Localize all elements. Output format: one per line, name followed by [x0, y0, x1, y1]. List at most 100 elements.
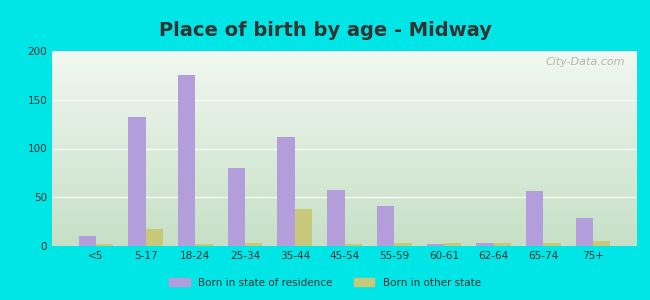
Bar — [52, 115, 637, 116]
Bar — [52, 230, 637, 231]
Bar — [52, 120, 637, 121]
Bar — [493, 243, 511, 246]
Bar — [52, 205, 637, 206]
Bar — [52, 197, 637, 198]
Bar — [52, 75, 637, 76]
Bar — [52, 159, 637, 160]
Bar — [52, 74, 637, 75]
Bar — [52, 148, 637, 149]
Bar — [52, 95, 637, 96]
Bar — [52, 101, 637, 102]
Bar — [52, 140, 637, 141]
Bar — [52, 139, 637, 140]
Bar — [79, 236, 96, 246]
Bar — [52, 91, 637, 92]
Bar — [52, 153, 637, 154]
Bar — [52, 241, 637, 242]
Bar — [52, 226, 637, 227]
Bar — [52, 146, 637, 148]
Bar — [52, 99, 637, 100]
Bar — [52, 59, 637, 60]
Bar — [52, 79, 637, 80]
Bar — [52, 112, 637, 113]
Bar — [52, 55, 637, 56]
Bar — [52, 51, 637, 52]
Bar — [52, 171, 637, 172]
Bar — [52, 168, 637, 169]
Bar — [444, 243, 462, 246]
Bar — [52, 138, 637, 139]
Bar — [52, 224, 637, 226]
Bar — [52, 87, 637, 88]
Bar — [52, 211, 637, 212]
Bar — [576, 218, 593, 246]
Bar — [52, 221, 637, 222]
Bar — [52, 71, 637, 72]
Bar — [52, 106, 637, 107]
Bar — [52, 149, 637, 150]
Bar — [52, 81, 637, 82]
Bar — [52, 135, 637, 136]
Bar — [295, 209, 312, 246]
Bar — [52, 84, 637, 85]
Bar — [52, 172, 637, 173]
Bar — [52, 165, 637, 166]
Bar — [52, 238, 637, 239]
Bar — [52, 134, 637, 135]
Bar — [52, 243, 637, 244]
Bar — [52, 136, 637, 137]
Bar — [52, 190, 637, 191]
Bar — [52, 80, 637, 81]
Bar — [52, 231, 637, 232]
Bar — [52, 82, 637, 83]
Bar — [52, 63, 637, 64]
Bar — [52, 214, 637, 215]
Bar — [52, 96, 637, 97]
Bar — [52, 121, 637, 122]
Bar — [96, 244, 113, 246]
Bar — [52, 100, 637, 101]
Legend: Born in state of residence, Born in other state: Born in state of residence, Born in othe… — [165, 274, 485, 292]
Bar — [227, 168, 245, 246]
Bar — [52, 127, 637, 128]
Bar — [52, 85, 637, 86]
Bar — [52, 229, 637, 230]
Bar — [52, 182, 637, 183]
Bar — [52, 72, 637, 74]
Bar — [52, 126, 637, 127]
Bar — [52, 62, 637, 63]
Bar — [52, 180, 637, 181]
Bar — [52, 163, 637, 164]
Bar — [52, 154, 637, 155]
Bar — [52, 173, 637, 174]
Bar — [394, 243, 411, 246]
Bar — [52, 70, 637, 71]
Bar — [52, 179, 637, 180]
Bar — [52, 169, 637, 170]
Bar — [377, 206, 394, 246]
Bar — [52, 235, 637, 236]
Bar — [52, 213, 637, 214]
Bar — [128, 117, 146, 246]
Bar — [52, 233, 637, 234]
Bar — [52, 219, 637, 220]
Bar — [52, 105, 637, 106]
Bar — [52, 56, 637, 57]
Bar — [52, 118, 637, 119]
Bar — [52, 183, 637, 184]
Bar — [52, 232, 637, 233]
Bar — [52, 66, 637, 67]
Bar — [52, 212, 637, 213]
Bar — [52, 124, 637, 125]
Bar — [52, 129, 637, 130]
Bar — [52, 86, 637, 87]
Bar — [52, 215, 637, 216]
Bar — [52, 174, 637, 175]
Bar — [52, 202, 637, 203]
Bar — [52, 218, 637, 219]
Bar — [178, 75, 196, 246]
Bar — [52, 133, 637, 134]
Bar — [52, 89, 637, 90]
Bar — [543, 243, 561, 246]
Bar — [52, 196, 637, 197]
